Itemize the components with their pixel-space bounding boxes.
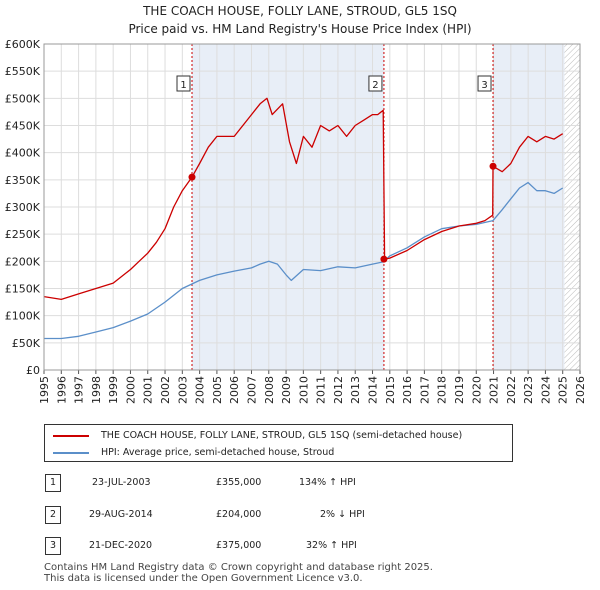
x-tick-label: 1997 (73, 376, 86, 404)
footer-copyright: Contains HM Land Registry data © Crown c… (44, 562, 433, 573)
hpi-line (44, 181, 564, 340)
sale-point-1 (188, 173, 196, 181)
x-tick-label: 2004 (194, 376, 207, 404)
y-tick-label: £350K (5, 174, 41, 187)
y-tick-label: £300K (5, 201, 41, 214)
x-tick-label: 2019 (453, 376, 466, 404)
y-tick-label: £50K (12, 337, 41, 350)
y-tick-label: £0 (26, 364, 40, 377)
sale-label-3: 3 (481, 80, 487, 91)
legend-swatch-property (53, 434, 89, 437)
sale-date: 23-JUL-2003 (92, 477, 151, 488)
y-tick-label: £150K (5, 283, 41, 296)
x-tick-label: 2021 (488, 376, 501, 404)
legend-item-hpi: HPI: Average price, semi-detached house,… (53, 447, 334, 458)
sale-date: 21-DEC-2020 (89, 540, 153, 551)
chart-title: THE COACH HOUSE, FOLLY LANE, STROUD, GL5… (143, 4, 457, 18)
y-tick-label: £550K (5, 65, 41, 78)
sale-label-box (176, 75, 191, 92)
x-tick-label: 1998 (90, 376, 103, 404)
sale-date: 29-AUG-2014 (89, 509, 153, 520)
y-tick-label: £400K (5, 147, 41, 160)
x-tick-label: 1999 (107, 376, 120, 404)
sale-price: £204,000 (216, 509, 262, 520)
x-tick-label: 2011 (315, 376, 328, 404)
sale-number: 2 (45, 506, 61, 524)
x-tick-label: 2025 (557, 376, 570, 404)
sale-row-1: 1 23-JUL-2003 £355,000 134% ↑ HPI (44, 474, 514, 494)
price-chart: £0 £50K £100K £150K £200K £250K £300K £350K £400… (5, 38, 587, 404)
x-tick-label: 2003 (176, 376, 189, 404)
y-tick-label: £500K (5, 92, 41, 105)
y-tick-label: £200K (5, 255, 41, 268)
sale-label-box (477, 75, 492, 92)
sale-row-3: 3 21-DEC-2020 £375,000 32% ↑ HPI (44, 537, 514, 557)
x-tick-label: 2026 (574, 376, 587, 404)
chart-subtitle: Price paid vs. HM Land Registry's House … (128, 22, 472, 36)
legend-label-hpi: HPI: Average price, semi-detached house,… (101, 447, 335, 458)
x-tick-label: 2006 (228, 376, 241, 404)
x-tick-label: 1995 (38, 376, 51, 404)
y-tick-label: £100K (5, 310, 41, 323)
x-tick-label: 2014 (367, 376, 380, 404)
x-tick-label: 2012 (332, 376, 345, 404)
chart-legend: THE COACH HOUSE, FOLLY LANE, STROUD, GL5… (44, 424, 513, 462)
x-tick-label: 2020 (470, 376, 483, 404)
x-tick-label: 2001 (142, 376, 155, 404)
x-tick-label: 1996 (55, 376, 68, 404)
x-tick-label: 2018 (436, 376, 449, 404)
x-tick-label: 2002 (159, 376, 172, 404)
sale-label-2: 2 (372, 80, 378, 91)
y-tick-label: £250K (5, 228, 41, 241)
sale-hpi-change: 2% ↓ HPI (320, 509, 365, 520)
x-tick-label: 2024 (539, 376, 552, 404)
sale-hpi-change: 134% ↑ HPI (299, 477, 356, 488)
sale-row-2: 2 29-AUG-2014 £204,000 2% ↓ HPI (44, 506, 514, 526)
x-tick-label: 2007 (245, 376, 258, 404)
sale-price: £355,000 (216, 477, 262, 488)
x-tick-label: 2005 (211, 376, 224, 404)
legend-swatch-hpi (53, 451, 89, 454)
sale-hpi-change: 32% ↑ HPI (306, 540, 357, 551)
footer-licence: This data is licensed under the Open Gov… (44, 573, 363, 584)
x-tick-label: 2000 (124, 376, 137, 404)
sale-label-box (368, 75, 383, 92)
x-tick-label: 2015 (384, 376, 397, 404)
y-tick-label: £450K (5, 120, 41, 133)
x-tick-label: 2013 (349, 376, 362, 404)
legend-item-property: THE COACH HOUSE, FOLLY LANE, STROUD, GL5… (53, 430, 462, 441)
property-price-line (43, 97, 564, 301)
x-tick-label: 2016 (401, 376, 414, 404)
sale-point-3 (489, 162, 497, 170)
x-tick-label: 2022 (505, 376, 518, 404)
sale-price: £375,000 (216, 540, 262, 551)
x-tick-label: 2009 (280, 376, 293, 404)
x-tick-label: 2008 (263, 376, 276, 404)
y-tick-label: £600K (5, 38, 41, 51)
x-tick-label: 2010 (297, 376, 310, 404)
x-tick-label: 2017 (418, 376, 431, 404)
sale-point-2 (380, 255, 388, 263)
sale-label-1: 1 (180, 80, 186, 91)
legend-label-property: THE COACH HOUSE, FOLLY LANE, STROUD, GL5… (101, 430, 463, 441)
x-tick-label: 2023 (522, 376, 535, 404)
sale-number: 1 (45, 474, 61, 492)
plot-frame (43, 43, 581, 371)
sale-number: 3 (45, 537, 61, 555)
